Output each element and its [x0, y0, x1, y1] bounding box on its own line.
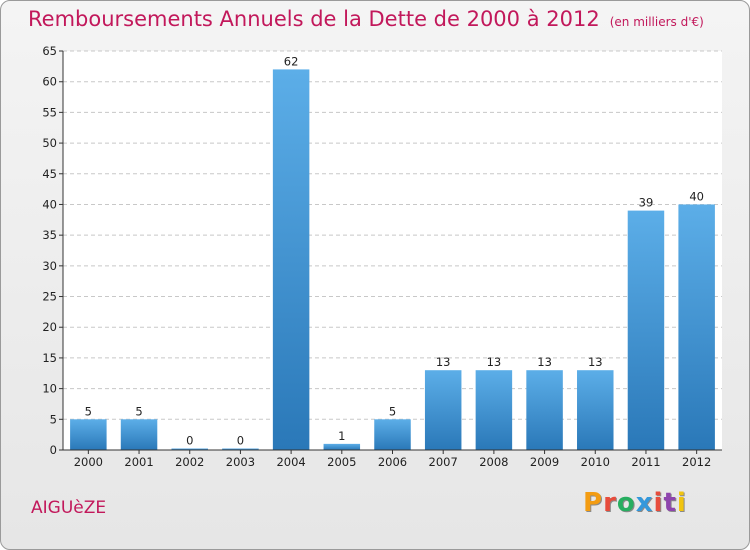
y-tick-label: 5	[50, 412, 57, 426]
x-tick-label-2008: 2008	[479, 455, 508, 469]
x-tick-label-2002: 2002	[175, 455, 204, 469]
value-label-2006: 5	[389, 404, 396, 418]
value-label-2009: 13	[537, 355, 552, 369]
logo-letter: r	[603, 488, 617, 518]
y-axis: 0 5 10 15 20 25 30 35 40 45 50 55 60 65	[42, 44, 64, 457]
x-tick-label-2005: 2005	[327, 455, 356, 469]
logo-letter: x	[635, 488, 654, 518]
logo-letter: P	[583, 488, 604, 518]
x-tick-label-2003: 2003	[226, 455, 255, 469]
bar-2010	[577, 370, 614, 450]
x-tick-label-2012: 2012	[682, 455, 711, 469]
bar-2004	[272, 69, 310, 451]
y-tick-label: 40	[42, 197, 57, 211]
bar-2012	[678, 204, 715, 450]
x-axis: 2000 2001 2002 2003 2004 2005 2006 2007 2008 2009…	[63, 449, 722, 469]
bar-2008	[475, 370, 513, 450]
logo-letter: i	[676, 488, 687, 518]
value-label-2000: 5	[85, 404, 92, 418]
value-label-2005: 1	[338, 429, 345, 443]
x-tick-label-2011: 2011	[631, 455, 660, 469]
value-label-2012: 40	[689, 189, 704, 203]
chart-title: Remboursements Annuels de la Dette de 20…	[28, 7, 704, 31]
value-label-2010: 13	[588, 355, 603, 369]
value-label-2002: 0	[186, 434, 193, 448]
x-tick-label-2004: 2004	[276, 455, 305, 469]
proxiti-logo[interactable]: Proxiti	[583, 488, 687, 518]
y-tick-label: 65	[42, 44, 57, 58]
x-tick-label-2006: 2006	[378, 455, 407, 469]
value-label-2001: 5	[135, 404, 142, 418]
y-tick-label: 0	[50, 443, 57, 457]
value-label-2008: 13	[487, 355, 502, 369]
bar-2011	[627, 210, 665, 450]
logo-letter: t	[663, 488, 677, 518]
value-label-2004: 62	[284, 54, 299, 68]
y-tick-label: 20	[42, 320, 57, 334]
y-tick-label: 45	[42, 167, 57, 181]
y-tick-label: 30	[42, 259, 57, 273]
bar-2009	[526, 370, 563, 450]
x-tick-label-2000: 2000	[74, 455, 103, 469]
chart-grid	[63, 50, 722, 451]
y-tick-label: 50	[42, 136, 57, 150]
x-tick-label-2007: 2007	[429, 455, 458, 469]
y-tick-label: 25	[42, 290, 57, 304]
y-tick-label: 60	[42, 75, 57, 89]
value-label-2011: 39	[639, 196, 654, 210]
x-tick-label-2009: 2009	[530, 455, 559, 469]
x-tick-label-2010: 2010	[581, 455, 610, 469]
commune-name: AIGUèZE	[31, 498, 107, 518]
bar-2000	[70, 419, 107, 450]
y-tick-label: 10	[42, 382, 57, 396]
bar-2005	[323, 443, 361, 450]
chart-unit: (en milliers d'€)	[609, 15, 704, 29]
bar-2002	[171, 448, 208, 450]
y-tick-label: 15	[42, 351, 57, 365]
plot-area	[63, 51, 722, 450]
bars: 5 5 0 0 62 1 5 13 13 13 13 39 40	[70, 54, 715, 451]
bar-2001	[120, 419, 158, 450]
y-tick-label: 55	[42, 105, 57, 119]
value-label-2007: 13	[436, 355, 451, 369]
value-label-2003: 0	[237, 434, 244, 448]
bar-2003	[222, 448, 259, 450]
bar-2007	[424, 370, 462, 450]
chart-title-text: Remboursements Annuels de la Dette de 20…	[28, 7, 600, 31]
logo-letter: i	[653, 488, 664, 518]
y-tick-label: 35	[42, 228, 57, 242]
x-tick-label-2001: 2001	[124, 455, 153, 469]
bar-2006	[374, 419, 411, 450]
logo-letter: o	[616, 488, 636, 518]
